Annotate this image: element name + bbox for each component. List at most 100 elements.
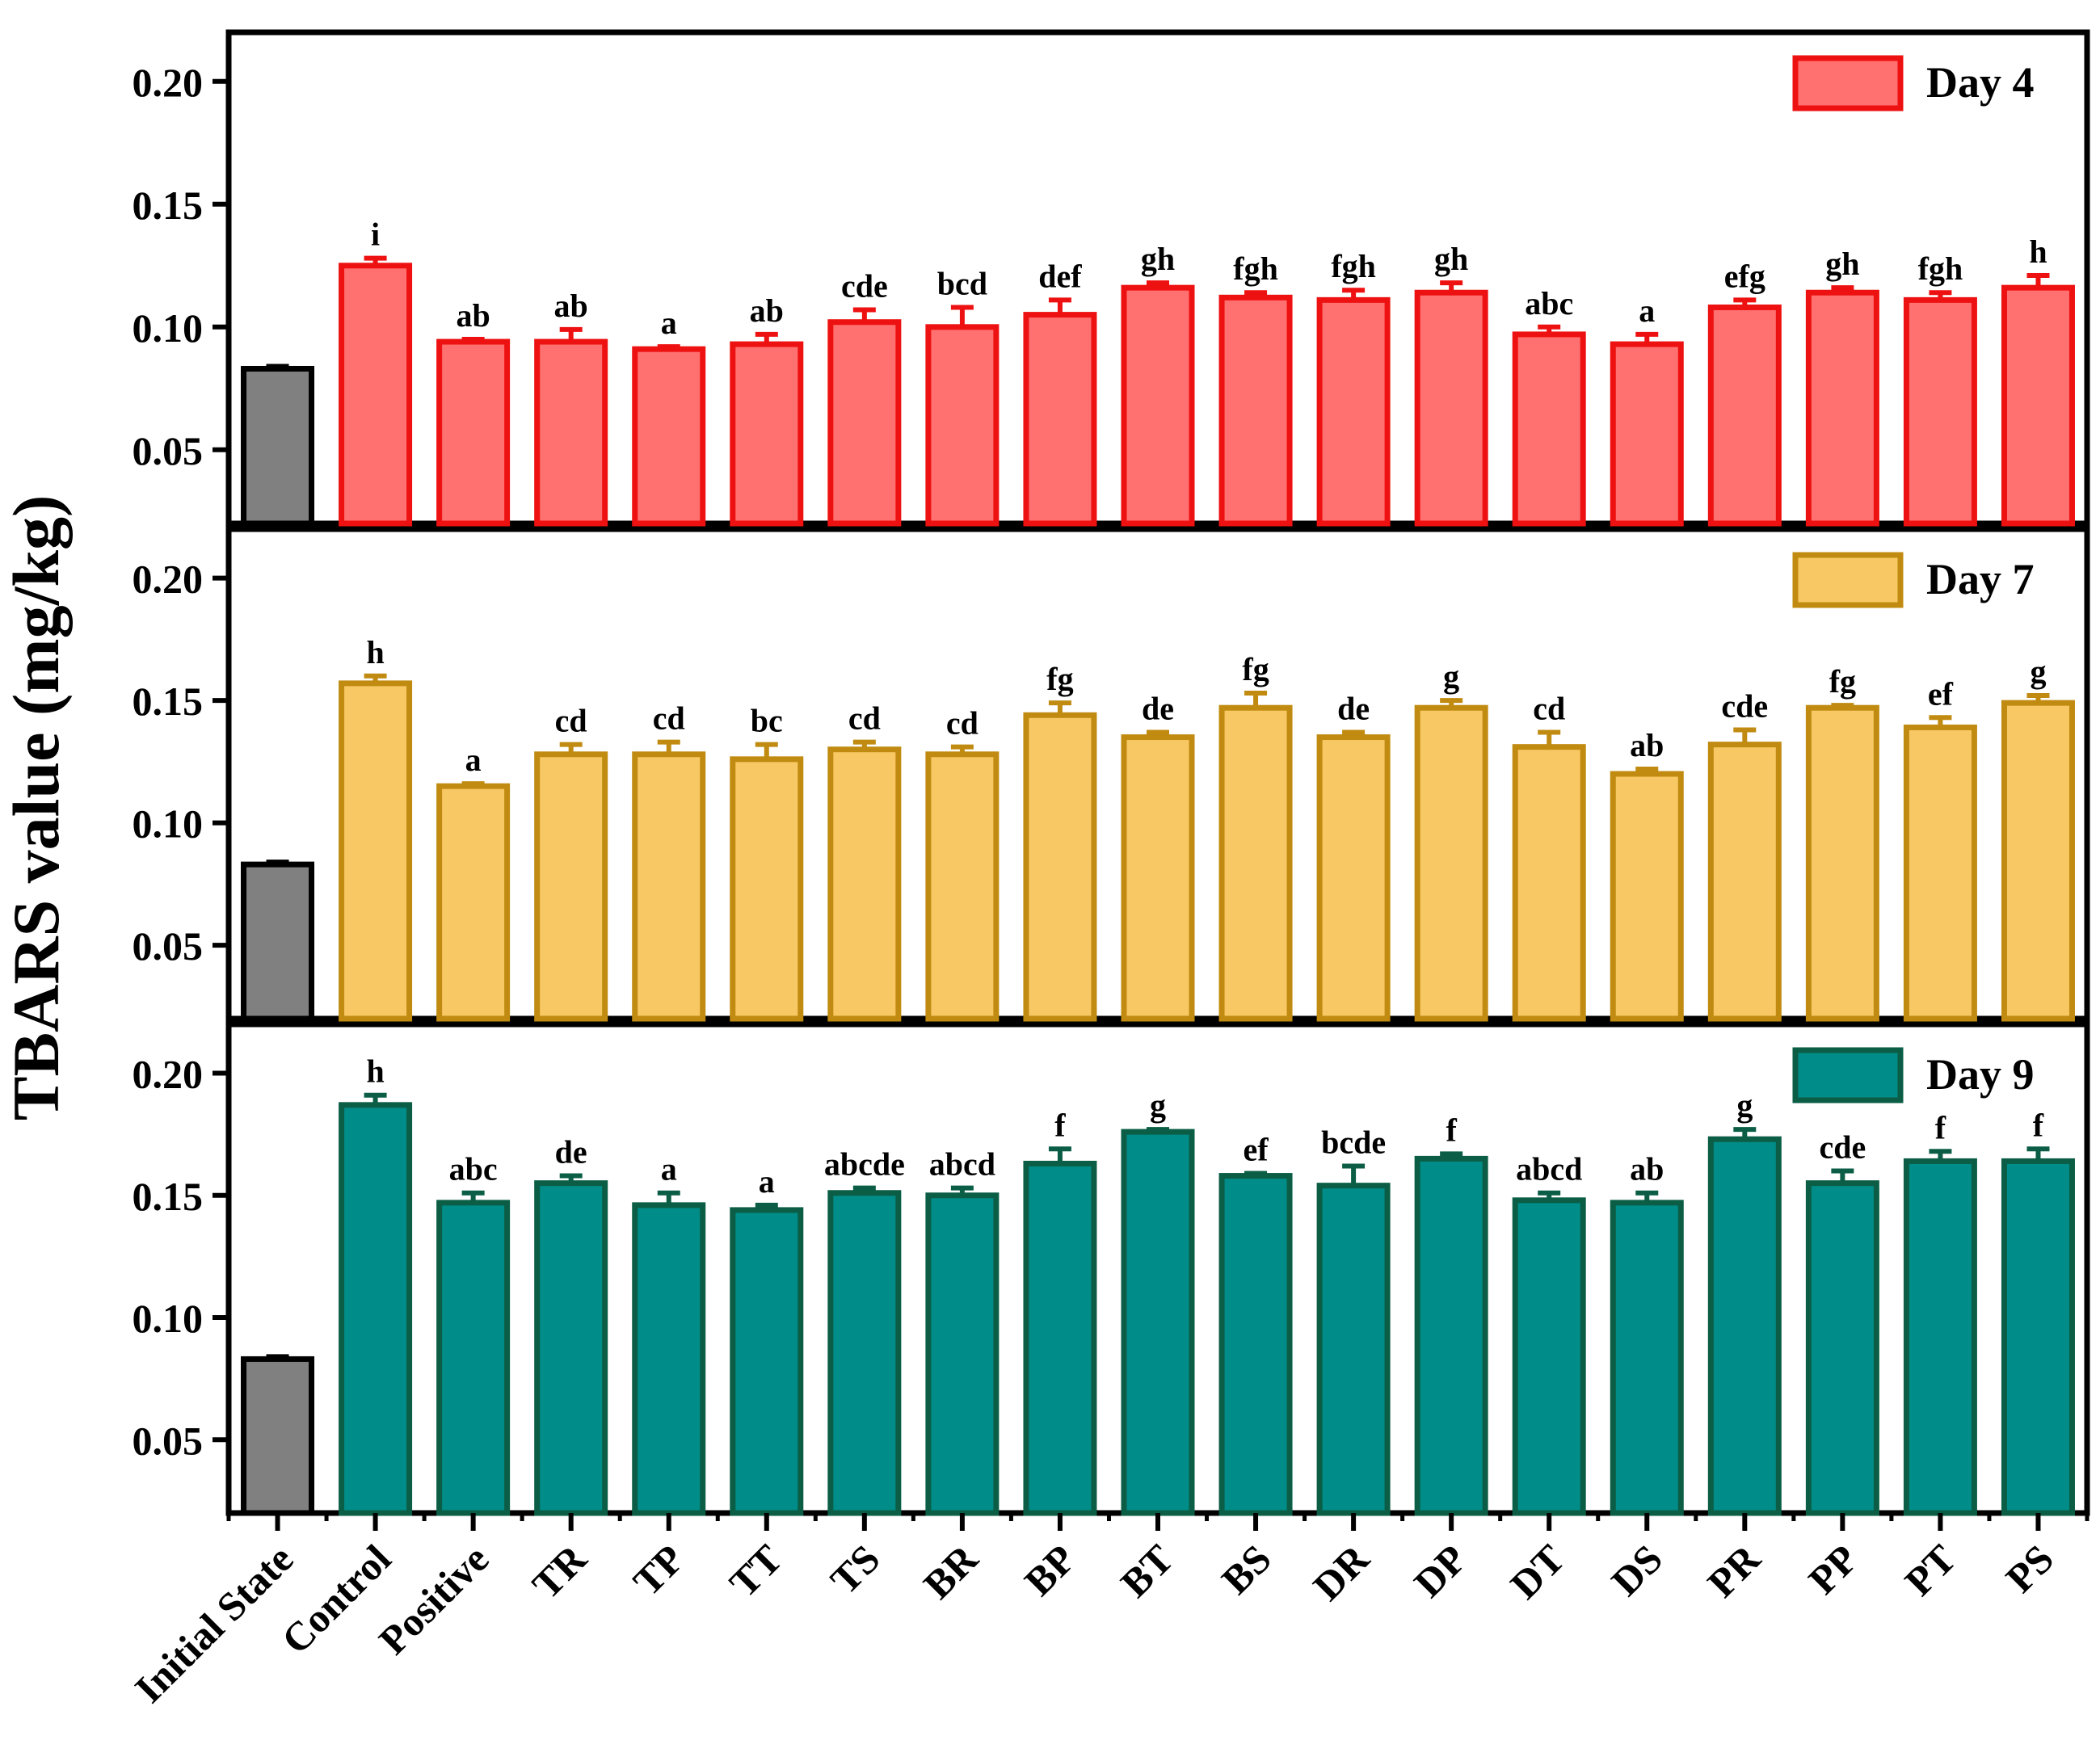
bar xyxy=(1218,294,1293,527)
bar xyxy=(1707,1136,1782,1516)
bar xyxy=(1414,289,1488,527)
significance-letter: fgh xyxy=(1331,248,1376,284)
significance-letter: f xyxy=(1054,1107,1066,1143)
significance-letter: de xyxy=(1337,690,1370,726)
bar xyxy=(1023,1160,1097,1516)
x-tick-label: BR xyxy=(915,1536,987,1608)
legend-swatch xyxy=(1792,55,1904,111)
bar xyxy=(1512,1197,1586,1516)
significance-letter: cd xyxy=(653,700,685,737)
bar xyxy=(1610,771,1684,1022)
bar xyxy=(241,861,315,1022)
bar xyxy=(2001,1158,2075,1516)
x-tick-label: DS xyxy=(1602,1536,1671,1604)
significance-letter: f xyxy=(2033,1107,2044,1143)
y-tick-label: 0.20 xyxy=(133,1052,204,1097)
significance-letter: fg xyxy=(1242,651,1269,687)
significance-letter: fg xyxy=(1829,663,1856,700)
x-tick-label: TP xyxy=(625,1536,693,1604)
bar xyxy=(730,756,804,1022)
bar xyxy=(339,680,413,1022)
bar xyxy=(436,783,511,1022)
bar xyxy=(632,1202,706,1516)
x-tick-label: TR xyxy=(524,1536,595,1608)
bar xyxy=(1316,1183,1391,1516)
bar xyxy=(1903,296,1977,527)
bar xyxy=(1218,1173,1293,1516)
significance-letter: abcde xyxy=(824,1146,905,1183)
bar xyxy=(827,319,902,527)
significance-letter: cd xyxy=(946,705,978,742)
significance-letter: gh xyxy=(1434,241,1468,277)
bar xyxy=(925,1192,999,1516)
bar xyxy=(1023,712,1097,1022)
bar xyxy=(241,365,315,527)
significance-letter: cd xyxy=(848,700,881,737)
significance-letter: ab xyxy=(1630,727,1664,763)
bar xyxy=(1512,744,1586,1022)
bar xyxy=(534,338,608,527)
x-tick-label: TS xyxy=(822,1536,889,1603)
bar xyxy=(730,1207,804,1516)
bar xyxy=(632,346,706,527)
significance-letter: i xyxy=(371,216,380,253)
significance-letter: ab xyxy=(750,292,784,329)
bar xyxy=(534,1180,608,1516)
bar xyxy=(1903,1158,1977,1516)
significance-letter: abcd xyxy=(1516,1151,1582,1187)
significance-letter: de xyxy=(555,1134,587,1171)
bar xyxy=(1610,1200,1684,1516)
x-tick-label: Positive xyxy=(370,1536,497,1662)
bar xyxy=(1121,284,1195,527)
legend-label: Day 4 xyxy=(1926,58,2035,107)
significance-letter: ef xyxy=(1928,675,1954,712)
x-tick-label: DP xyxy=(1405,1536,1475,1606)
legend-swatch xyxy=(1792,1047,1904,1103)
significance-letter: a xyxy=(661,1151,677,1187)
legend-label: Day 9 xyxy=(1926,1050,2035,1099)
bar xyxy=(925,751,999,1022)
significance-letter: g xyxy=(1443,658,1459,695)
bar xyxy=(339,263,413,527)
bar xyxy=(1707,304,1782,527)
significance-letter: bcde xyxy=(1321,1124,1386,1160)
x-tick-label: Initial State xyxy=(126,1536,301,1711)
bar xyxy=(632,751,706,1022)
bar xyxy=(1218,704,1293,1022)
bar xyxy=(1316,296,1391,527)
y-tick-label: 0.05 xyxy=(133,428,204,473)
y-tick-label: 0.20 xyxy=(133,60,204,105)
legend-label: Day 7 xyxy=(1926,555,2035,603)
significance-letter: cde xyxy=(841,268,888,305)
significance-letter: a xyxy=(465,742,482,778)
significance-letter: efg xyxy=(1724,258,1765,294)
bar xyxy=(1805,704,1879,1022)
significance-letter: bc xyxy=(751,703,783,739)
bar xyxy=(1023,312,1097,527)
x-tick-label: BT xyxy=(1112,1536,1182,1606)
x-tick-label: Control xyxy=(273,1536,400,1662)
y-tick-label: 0.05 xyxy=(133,923,204,969)
bar xyxy=(436,1200,511,1516)
significance-letter: a xyxy=(1639,292,1655,329)
significance-letter: bcd xyxy=(937,265,987,301)
bar xyxy=(1903,724,1977,1022)
significance-letter: h xyxy=(2029,233,2047,270)
significance-letter: cde xyxy=(1819,1129,1866,1166)
y-tick-label: 0.10 xyxy=(133,801,204,847)
significance-letter: abc xyxy=(1525,285,1573,322)
significance-letter: f xyxy=(1935,1109,1946,1145)
bar xyxy=(2001,284,2075,527)
bar xyxy=(1414,704,1488,1022)
bar xyxy=(339,1102,413,1516)
bar xyxy=(925,324,999,527)
significance-letter: gh xyxy=(1825,246,1859,282)
significance-letter: abcd xyxy=(929,1146,995,1183)
x-tick-label: DR xyxy=(1304,1536,1378,1609)
bar xyxy=(436,338,511,527)
y-tick-label: 0.15 xyxy=(133,183,204,228)
x-tick-label: PP xyxy=(1799,1536,1866,1603)
x-tick-label: PS xyxy=(1997,1536,2062,1601)
bar xyxy=(2001,700,2075,1022)
